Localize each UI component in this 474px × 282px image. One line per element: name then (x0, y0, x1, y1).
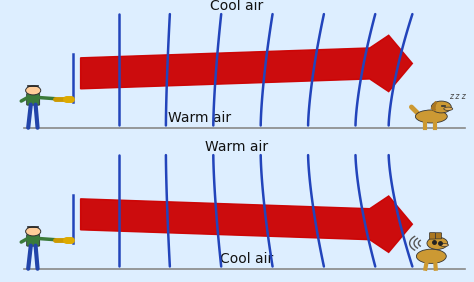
Circle shape (26, 227, 41, 236)
Text: Warm air: Warm air (205, 140, 269, 154)
Circle shape (431, 101, 451, 113)
FancyBboxPatch shape (27, 93, 40, 105)
Polygon shape (432, 102, 437, 111)
Ellipse shape (417, 249, 447, 263)
Ellipse shape (444, 107, 453, 111)
Circle shape (427, 237, 447, 249)
FancyBboxPatch shape (27, 234, 40, 246)
Circle shape (26, 86, 41, 95)
Text: Cool air: Cool air (210, 0, 264, 13)
FancyBboxPatch shape (436, 233, 442, 239)
Text: Cool air: Cool air (220, 252, 273, 266)
Polygon shape (81, 196, 412, 252)
Polygon shape (81, 35, 412, 92)
Text: z z z: z z z (449, 92, 466, 101)
Ellipse shape (440, 244, 448, 246)
FancyBboxPatch shape (429, 233, 436, 239)
Text: Warm air: Warm air (167, 111, 231, 125)
Ellipse shape (415, 110, 447, 123)
